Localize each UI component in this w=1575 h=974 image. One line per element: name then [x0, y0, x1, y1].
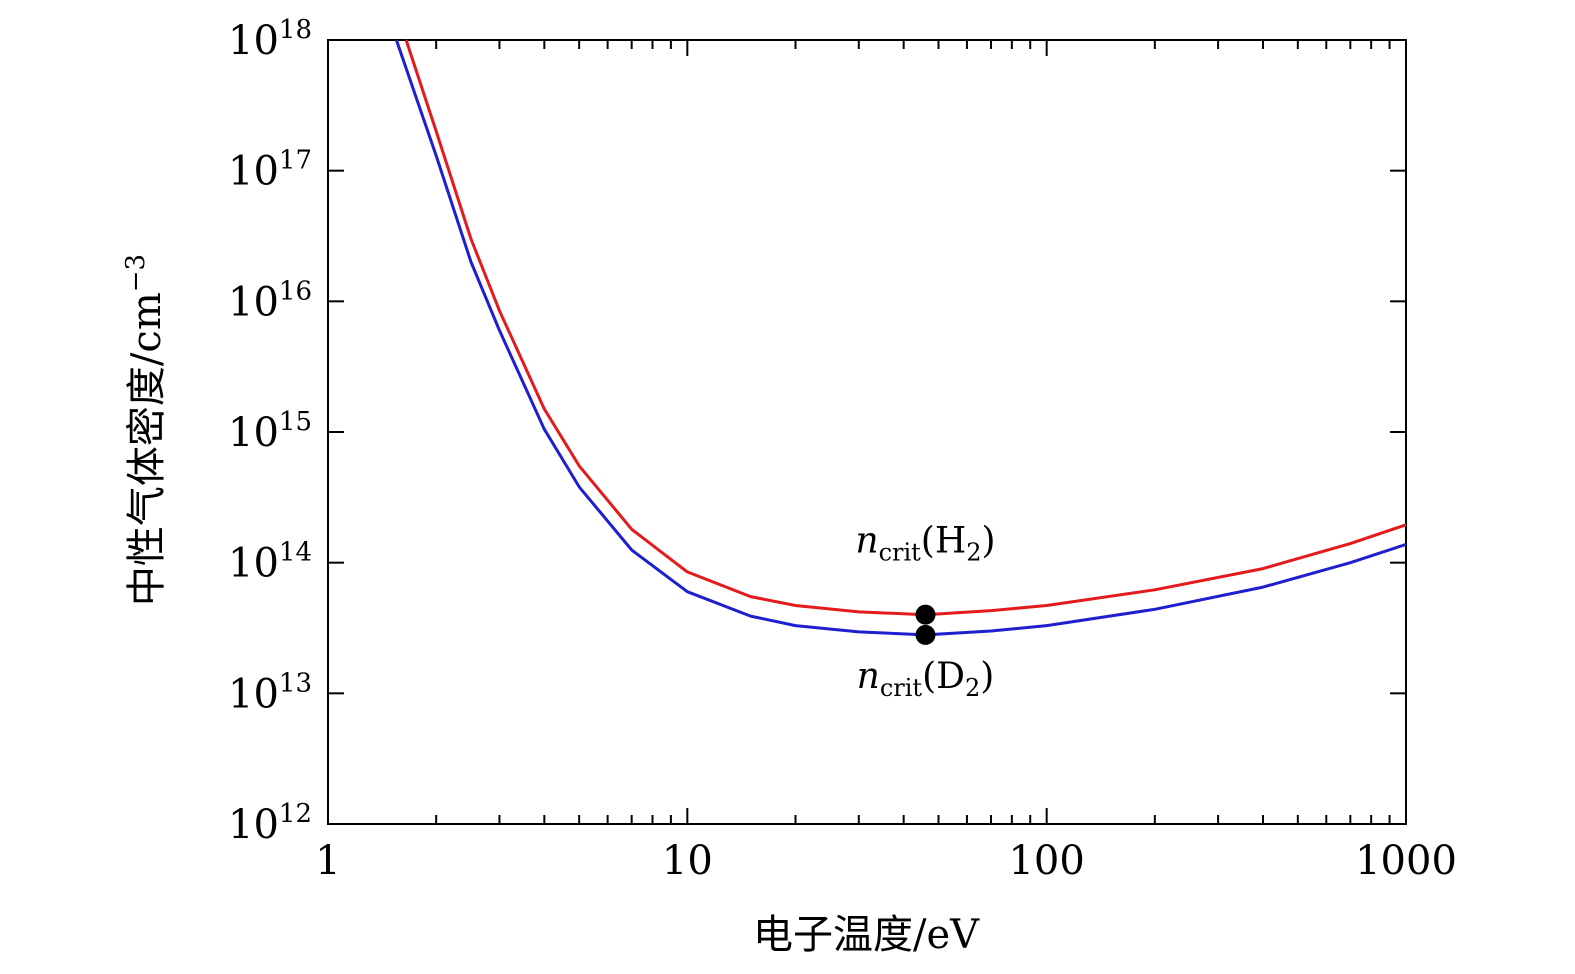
critical-point-marker-0: [915, 604, 936, 625]
y-axis-ticks: 1012 1013 1014 1015 1016 1017 1018: [228, 15, 1406, 848]
y-axis-title-exponent: −3: [121, 254, 151, 292]
series-layer: [394, 39, 1407, 637]
annotation-layer: ncrit(H2) ncrit(D2): [855, 520, 995, 702]
y-axis-title: 中性气体密度/cm−3: [121, 254, 170, 606]
x-tick-label: 10: [662, 838, 713, 884]
x-tick-label: 100: [1008, 838, 1084, 884]
y-tick-label: 1018: [228, 15, 312, 64]
y-tick-label: 1013: [228, 668, 312, 717]
annotation-label-0: ncrit(H2): [855, 520, 995, 566]
plot-area-border: [327, 39, 1407, 825]
series-line-1: [394, 39, 1407, 637]
annotation-label-1: ncrit(D2): [857, 656, 995, 702]
marker-layer: [915, 604, 936, 645]
plot-frame: [327, 39, 1407, 825]
y-tick-label: 1014: [228, 538, 312, 587]
y-axis-title-text: 中性气体密度/cm: [124, 292, 170, 606]
critical-point-marker-1: [915, 624, 936, 645]
x-tick-label: 1000: [1355, 838, 1457, 884]
y-tick-label: 1015: [228, 407, 312, 456]
y-tick-label: 1016: [228, 276, 312, 325]
x-axis-title: 电子温度/eV: [753, 912, 980, 958]
y-tick-label: 1012: [228, 799, 312, 848]
y-tick-label: 1017: [228, 146, 312, 195]
x-axis-ticks: 1 10 100 1000: [315, 40, 1457, 884]
x-tick-label: 1: [315, 838, 340, 884]
series-line-0: [404, 39, 1407, 617]
